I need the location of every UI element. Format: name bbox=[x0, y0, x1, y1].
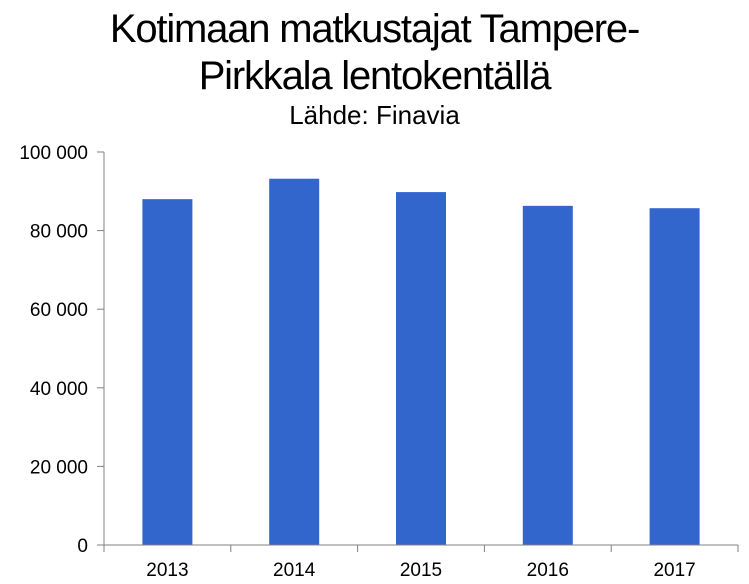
y-tick-label: 40 000 bbox=[30, 379, 88, 400]
bar-2017 bbox=[649, 208, 700, 545]
y-tick-label: 0 bbox=[77, 536, 88, 557]
bar-2013 bbox=[142, 199, 193, 545]
chart-subtitle: Lähde: Finavia bbox=[289, 100, 460, 130]
y-tick-label: 80 000 bbox=[30, 222, 88, 243]
chart-title-line-1: Kotimaan matkustajat Tampere- bbox=[109, 7, 640, 51]
y-tick-label: 20 000 bbox=[30, 457, 88, 478]
x-tick-label: 2017 bbox=[653, 560, 695, 581]
x-tick-label: 2016 bbox=[527, 560, 569, 581]
x-tick-label: 2015 bbox=[400, 560, 442, 581]
chart-title: Kotimaan matkustajat Tampere- Pirkkala l… bbox=[0, 6, 749, 130]
bar-2014 bbox=[269, 178, 320, 545]
x-tick-label: 2013 bbox=[146, 560, 188, 581]
bar-2015 bbox=[396, 192, 446, 545]
y-tick-label: 60 000 bbox=[30, 300, 88, 321]
y-tick-label: 100 000 bbox=[19, 143, 88, 164]
bar-2016 bbox=[522, 205, 573, 545]
x-tick-label: 2014 bbox=[273, 560, 316, 581]
chart-title-line-2: Pirkkala lentokentällä bbox=[198, 54, 552, 98]
